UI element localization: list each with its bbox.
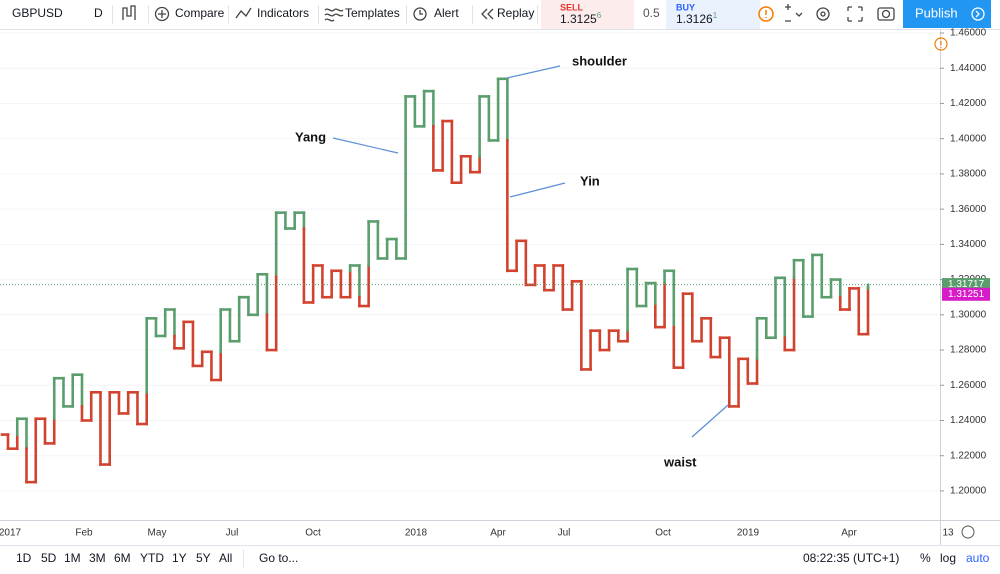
indicators-icon: [235, 7, 252, 19]
buy-box[interactable]: [666, 0, 760, 29]
annotation: Yang: [295, 129, 326, 144]
symbol[interactable]: GBPUSD: [12, 6, 63, 20]
publish-label: Publish: [915, 5, 958, 20]
x-tick-label: 2017: [0, 528, 22, 539]
quantity-icon[interactable]: [785, 4, 803, 22]
buy-price: 1.31261: [676, 11, 718, 26]
annotation-line: [332, 137, 399, 154]
toolbar-button[interactable]: Indicators: [257, 6, 309, 20]
publish-arrow: [975, 10, 980, 18]
y-tick-label: 1.20000: [950, 486, 987, 497]
chart-style-icon[interactable]: [122, 5, 136, 20]
price-tag-label: 1.31717: [948, 279, 985, 290]
publish-button[interactable]: [903, 0, 991, 28]
y-tick-label: 1.42000: [950, 98, 987, 109]
x-tick-label: May: [148, 528, 167, 539]
x-tick-label: Oct: [305, 528, 321, 539]
x-tick-label: 2018: [405, 528, 428, 539]
sell-label: SELL: [560, 2, 584, 12]
range-button[interactable]: 1D: [16, 551, 32, 565]
toolbar-button[interactable]: Templates: [345, 6, 400, 20]
sell-box[interactable]: [541, 0, 634, 29]
axis-settings[interactable]: [961, 525, 975, 539]
sell-pip: 6: [597, 11, 602, 20]
interval[interactable]: D: [94, 6, 103, 20]
annotation-line: [691, 404, 729, 438]
settings-core: [820, 11, 826, 17]
scale-option[interactable]: auto: [966, 551, 990, 565]
annotation: waist: [663, 454, 697, 469]
warning-icon[interactable]: [758, 6, 774, 22]
y-tick-label: 1.40000: [950, 133, 987, 144]
y-tick-label: 1.26000: [950, 380, 987, 391]
y-tick-label: 1.24000: [950, 415, 987, 426]
range-button[interactable]: 1M: [64, 551, 81, 565]
alert-hands: [419, 10, 423, 15]
chart-warning[interactable]: [934, 37, 948, 51]
buy-label: BUY: [676, 2, 695, 12]
x-tick-label: 13: [942, 528, 954, 539]
scale-option[interactable]: log: [940, 551, 956, 565]
price-tag: [942, 287, 990, 301]
toolbar-button[interactable]: Replay: [497, 6, 534, 20]
range-button[interactable]: 5D: [41, 551, 57, 565]
scale-option[interactable]: %: [920, 551, 931, 565]
range-button[interactable]: YTD: [140, 551, 164, 565]
compare-icon: [154, 6, 170, 22]
settings-icon[interactable]: [816, 7, 830, 21]
clock: 08:22:35 (UTC+1): [803, 551, 899, 565]
y-tick-label: 1.22000: [950, 450, 987, 461]
annotation: shoulder: [572, 53, 627, 68]
x-tick-label: Oct: [655, 528, 671, 539]
range-button[interactable]: 6M: [114, 551, 131, 565]
snapshot-icon[interactable]: [877, 7, 895, 21]
y-tick-label: 1.36000: [950, 204, 987, 215]
y-tick-label: 1.44000: [950, 63, 987, 74]
compare-plus: [158, 10, 166, 18]
y-tick-label: 1.28000: [950, 345, 987, 356]
x-tick-label: 2019: [737, 528, 760, 539]
x-tick-label: Feb: [75, 528, 93, 539]
publish-menu[interactable]: [971, 7, 985, 21]
annotation: Yin: [580, 173, 600, 188]
toolbar-button[interactable]: Alert: [434, 6, 459, 20]
toolbar-button[interactable]: Compare: [175, 6, 225, 20]
snapshot-lens: [881, 9, 891, 19]
buy-price-main: 1.3126: [676, 12, 713, 26]
range-button[interactable]: 5Y: [196, 551, 211, 565]
toolbar: [0, 0, 1000, 29]
y-tick-label: 1.34000: [950, 239, 987, 250]
goto[interactable]: Go to...: [259, 551, 298, 565]
range-button[interactable]: All: [219, 551, 232, 565]
sell-price: 1.31256: [560, 11, 602, 26]
y-tick-label: 1.30000: [950, 309, 987, 320]
range-button[interactable]: 1Y: [172, 551, 187, 565]
spread: 0.5: [643, 6, 660, 20]
x-tick-label: Jul: [558, 528, 571, 539]
x-tick-label: Apr: [841, 528, 857, 539]
fullscreen-icon[interactable]: [847, 6, 863, 22]
replay-icon: [481, 8, 494, 20]
price-tag-label: 1.31251: [948, 289, 985, 300]
templates-icon: [324, 8, 344, 22]
buy-pip: 1: [713, 11, 718, 20]
annotation-line: [506, 65, 561, 79]
y-tick-label: 1.38000: [950, 169, 987, 180]
x-tick-label: Apr: [490, 528, 506, 539]
y-tick-label: 1.46000: [950, 28, 987, 39]
sell-price-main: 1.3125: [560, 12, 597, 26]
x-tick-label: Jul: [226, 528, 239, 539]
alert-icon: [413, 7, 427, 21]
annotation-line: [509, 182, 566, 198]
range-button[interactable]: 3M: [89, 551, 106, 565]
